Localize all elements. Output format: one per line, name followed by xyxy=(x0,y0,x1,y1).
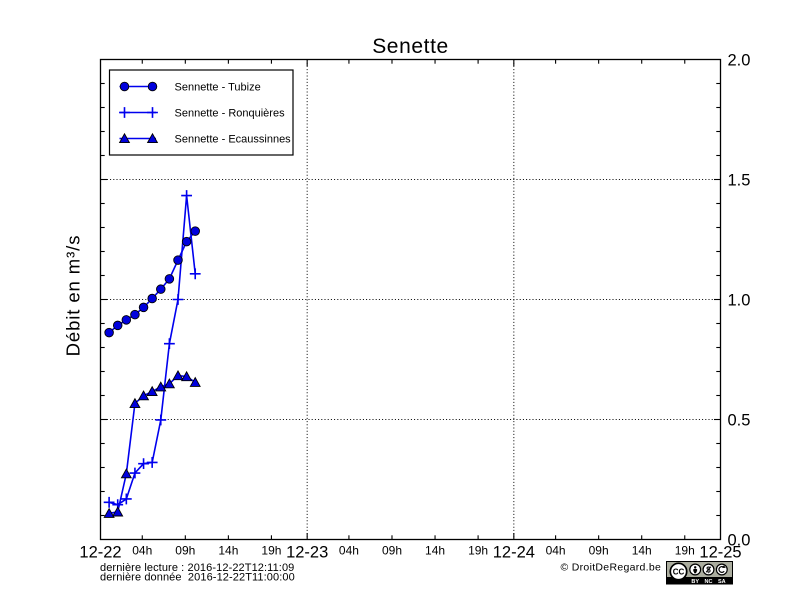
svg-text:04h: 04h xyxy=(132,544,152,558)
svg-text:0.5: 0.5 xyxy=(728,411,751,429)
svg-text:$: $ xyxy=(706,565,711,574)
svg-text:Sennette - Ronquières: Sennette - Ronquières xyxy=(175,108,286,120)
svg-text:BY: BY xyxy=(691,579,699,585)
svg-text:© DroitDeRegard.be: © DroitDeRegard.be xyxy=(561,562,662,574)
svg-text:14h: 14h xyxy=(425,544,445,558)
svg-text:12-24: 12-24 xyxy=(493,544,535,562)
svg-text:SA: SA xyxy=(718,579,726,585)
svg-text:04h: 04h xyxy=(546,544,566,558)
svg-text:19h: 19h xyxy=(675,544,695,558)
svg-text:1.0: 1.0 xyxy=(728,291,751,309)
svg-text:14h: 14h xyxy=(632,544,652,558)
svg-text:19h: 19h xyxy=(468,544,488,558)
svg-text:0.0: 0.0 xyxy=(728,531,751,549)
svg-text:12-22: 12-22 xyxy=(79,544,121,562)
svg-text:12-23: 12-23 xyxy=(286,544,328,562)
svg-text:Sennette - Ecaussinnes: Sennette - Ecaussinnes xyxy=(175,134,292,146)
svg-text:Senette: Senette xyxy=(372,35,449,58)
svg-text:dernière donnée 2016-12-22T11: dernière donnée 2016-12-22T11:00:00 xyxy=(100,572,295,584)
svg-text:dernière lecture : 2016-12-22T: dernière lecture : 2016-12-22T12:11:09 xyxy=(100,562,294,574)
svg-text:CC: CC xyxy=(673,568,685,577)
svg-text:NC: NC xyxy=(705,579,713,585)
svg-text:Sennette - Tubize: Sennette - Tubize xyxy=(175,82,261,94)
svg-text:04h: 04h xyxy=(339,544,359,558)
svg-text:1.5: 1.5 xyxy=(728,171,751,189)
svg-text:09h: 09h xyxy=(589,544,609,558)
svg-text:09h: 09h xyxy=(175,544,195,558)
svg-text:14h: 14h xyxy=(218,544,238,558)
svg-text:12-25: 12-25 xyxy=(699,544,741,562)
svg-text:09h: 09h xyxy=(382,544,402,558)
svg-text:19h: 19h xyxy=(261,544,281,558)
svg-text:Débit en m³/s: Débit en m³/s xyxy=(63,235,84,357)
svg-text:2.0: 2.0 xyxy=(728,51,751,69)
